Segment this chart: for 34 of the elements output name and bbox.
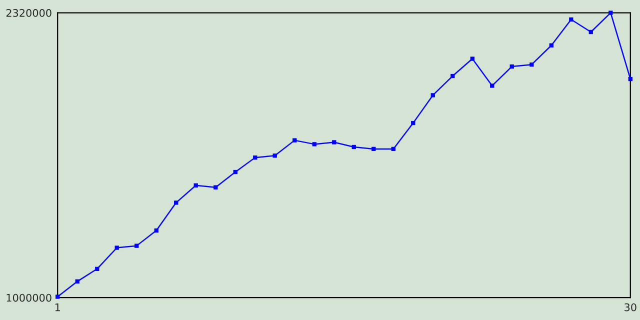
point [430, 93, 435, 98]
x-tick-label: 1 [55, 303, 60, 312]
point [372, 146, 376, 152]
point [154, 228, 158, 233]
point [214, 185, 218, 190]
point [312, 142, 316, 146]
point [75, 279, 80, 284]
x-tick-label: 30 [624, 303, 636, 312]
point [530, 62, 534, 67]
point [628, 76, 632, 82]
point [470, 56, 474, 61]
point [272, 154, 277, 158]
point [490, 84, 494, 88]
point [588, 30, 593, 34]
point [253, 155, 258, 160]
point [569, 17, 574, 22]
point [233, 170, 238, 174]
point [56, 294, 60, 299]
point [510, 64, 514, 69]
point [292, 138, 297, 142]
point [608, 10, 613, 15]
point [332, 140, 336, 144]
point [134, 244, 139, 248]
point [174, 200, 178, 205]
point [450, 74, 455, 78]
y-tick-label: 1000000 [6, 294, 52, 302]
y-tick-label: 2320000 [6, 9, 52, 17]
point [114, 246, 119, 250]
point [411, 120, 416, 126]
point [549, 43, 554, 48]
point [391, 146, 396, 152]
point [352, 144, 356, 150]
point [194, 183, 198, 188]
point [95, 266, 100, 271]
